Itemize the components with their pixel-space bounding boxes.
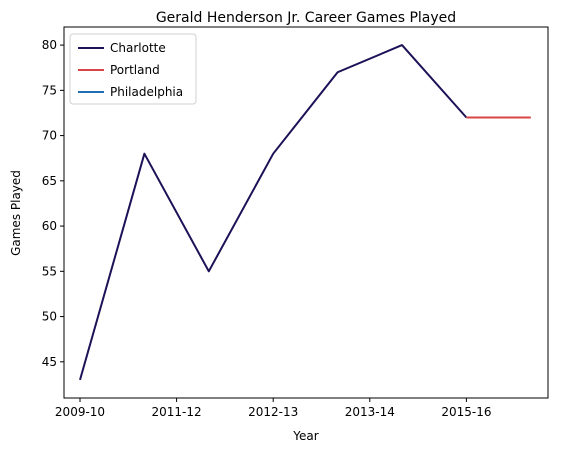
- y-tick-label: 65: [42, 174, 57, 188]
- y-tick-label: 55: [42, 264, 57, 278]
- y-tick-label: 70: [42, 129, 57, 143]
- x-tick-label: 2013-14: [345, 405, 395, 419]
- x-tick-label: 2015-16: [441, 405, 491, 419]
- x-axis: 2009-10 2011-12 2012-13 2013-14 2015-16: [55, 398, 491, 419]
- series-line-charlotte: [79, 44, 468, 381]
- x-tick-label: 2012-13: [248, 405, 298, 419]
- legend-box: [69, 33, 197, 105]
- legend-label-philadelphia: Philadelphia: [110, 85, 183, 99]
- plot-area: [63, 26, 549, 399]
- series-lines: [79, 44, 531, 381]
- x-axis-title: Year: [292, 429, 318, 443]
- legend-label-portland: Portland: [110, 63, 160, 77]
- y-tick-label: 45: [42, 355, 57, 369]
- y-tick-label: 80: [42, 38, 57, 52]
- y-tick-label: 75: [42, 83, 57, 97]
- y-tick-label: 50: [42, 310, 57, 324]
- chart-title: Gerald Henderson Jr. Career Games Played: [156, 10, 456, 26]
- x-tick-label: 2011-12: [152, 405, 202, 419]
- y-tick-label: 60: [42, 219, 57, 233]
- legend-label-charlotte: Charlotte: [110, 41, 166, 55]
- y-axis-title: Games Played: [9, 170, 23, 256]
- y-axis: 45 50 55 60 65 70 75 80: [42, 38, 64, 369]
- x-tick-label: 2009-10: [55, 405, 105, 419]
- legend: Charlotte Portland Philadelphia: [69, 33, 197, 105]
